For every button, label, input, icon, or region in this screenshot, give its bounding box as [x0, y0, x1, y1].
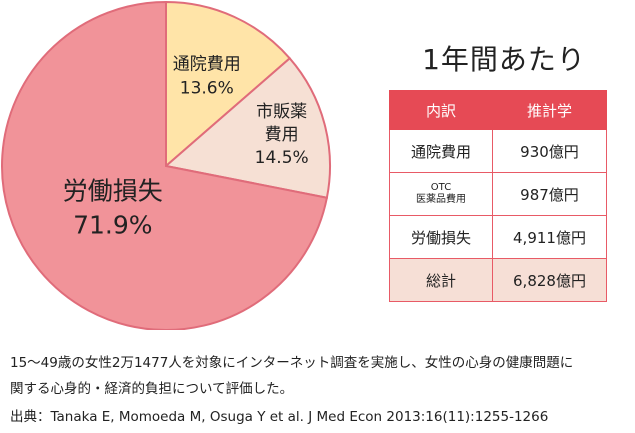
pie-slice-label: 通院費用: [173, 54, 241, 74]
note-line-1: 15〜49歳の女性2万1477人を対象にインターネット調査を実施し、女性の心身の…: [10, 355, 574, 371]
row-item-line: OTC: [430, 182, 452, 193]
pie-slice-label: 71.9%: [73, 211, 152, 240]
pie-slice-label: 13.6%: [180, 78, 234, 98]
pie-slice-label: 費用: [265, 125, 299, 145]
row-item: 通院費用: [389, 129, 493, 173]
header-estimate: 推計学: [492, 90, 607, 130]
pie-slice-label: 市販薬: [256, 102, 307, 122]
source-citation: 出典：Tanaka E, Momoeda M, Osuga Y et al. J…: [10, 409, 549, 425]
row-item: 総計: [389, 258, 493, 302]
pie-slice-label: 労働損失: [63, 177, 163, 206]
note-line-2: 関する心身的・経済的負担について評価した。: [10, 381, 294, 397]
table-row: 労働損失 4,911億円: [389, 215, 607, 259]
cost-breakdown-table: 内訳 推計学 通院費用 930億円 OTC 医薬品費用 987億円 労働損失 4…: [389, 90, 607, 302]
row-value: 987億円: [492, 172, 607, 216]
table-row-total: 総計 6,828億円: [389, 258, 607, 302]
row-value: 930億円: [492, 129, 607, 173]
row-item-line: 医薬品費用: [416, 194, 466, 205]
row-item: OTC 医薬品費用: [389, 172, 493, 216]
pie-slice: [1, 0, 329, 330]
pie-slice-label: 14.5%: [255, 148, 309, 168]
table-row: OTC 医薬品費用 987億円: [389, 172, 607, 216]
row-item: 労働損失: [389, 215, 493, 259]
table-title: 1年間あたり: [422, 43, 586, 76]
header-item: 内訳: [389, 90, 493, 130]
row-value: 4,911億円: [492, 215, 607, 259]
table-header-row: 内訳 推計学: [389, 90, 607, 130]
row-value: 6,828億円: [492, 258, 607, 302]
pie-slice: [163, 56, 331, 199]
pie-slice: [165, 0, 292, 169]
table-row: 通院費用 930億円: [389, 129, 607, 173]
